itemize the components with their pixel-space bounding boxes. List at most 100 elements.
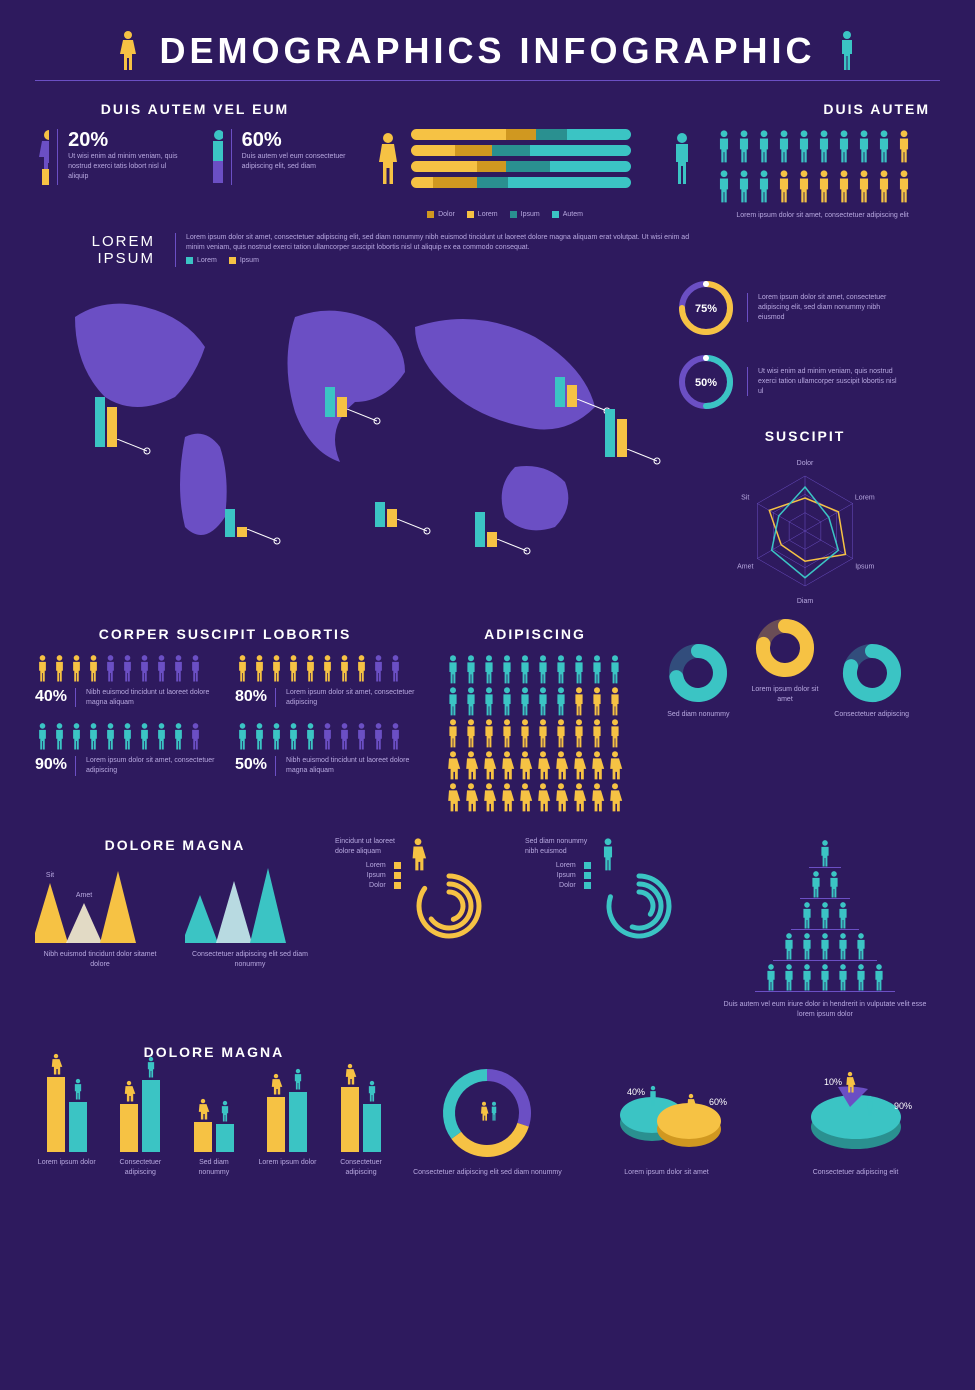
triangles-row: DOLORE MAGNA SitAmetDiamNibh euismod tin… <box>35 837 940 1020</box>
person-icon <box>445 718 461 748</box>
person-icon <box>855 169 873 203</box>
svg-text:40%: 40% <box>627 1087 645 1097</box>
person-icon <box>589 782 605 812</box>
person-icon <box>781 932 797 960</box>
radial-bars-block: Eincidunt ut laoreet dolore aliquam Lore… <box>335 837 695 951</box>
person-icon <box>320 654 335 682</box>
person-icon <box>535 686 551 716</box>
page-title: DEMOGRAPHICS INFOGRAPHIC <box>159 30 815 72</box>
person-icon <box>517 718 533 748</box>
svg-text:Dolor: Dolor <box>797 460 814 467</box>
person-icon <box>144 1056 158 1078</box>
person-icon <box>895 169 913 203</box>
pyramid-row <box>800 868 850 899</box>
triangle-group: SitAmetDiamNibh euismod tincidunt dolor … <box>35 865 165 970</box>
person-icon <box>817 963 833 991</box>
pyramid-row <box>773 930 877 961</box>
person-icon <box>463 782 479 812</box>
person-icon <box>481 750 497 780</box>
person-icon <box>553 782 569 812</box>
person-icon <box>120 654 135 682</box>
person-icon <box>171 722 186 750</box>
person-icon <box>69 654 84 682</box>
person-icon <box>589 654 605 684</box>
person-icon <box>137 722 152 750</box>
corper-block: CORPER SUSCIPIT LOBORTIS 40% Nibh euismo… <box>35 626 415 812</box>
person-icon <box>763 963 779 991</box>
person-icon <box>286 654 301 682</box>
person-icon <box>795 169 813 203</box>
person-icon <box>252 722 267 750</box>
pct-value: 60% <box>242 129 355 152</box>
donut-label: Consectetuer adipiscing elit sed diam no… <box>413 1168 562 1178</box>
stacked-bars-block <box>375 101 695 221</box>
person-icon <box>205 129 223 185</box>
svg-text:75%: 75% <box>695 303 717 315</box>
person-icon <box>320 722 335 750</box>
person-icon <box>853 963 869 991</box>
legend-item: Ipsum <box>229 257 259 264</box>
person-icon <box>196 1098 210 1120</box>
pie2-block: 10% 90% Consectetuer adipiscing elit <box>771 1063 940 1178</box>
person-icon <box>799 901 815 929</box>
svg-text:50%: 50% <box>695 377 717 389</box>
person-icon <box>365 1080 379 1102</box>
svg-text:Ipsum: Ipsum <box>855 563 874 570</box>
corper-item: 90% Lorem ipsum dolor sit amet, consecte… <box>35 722 215 776</box>
person-icon <box>607 654 623 684</box>
pie1-block: 40% 60% Lorem ipsum dolor sit amet <box>582 1063 751 1178</box>
bar-column: Consectetuer adipiscing <box>331 1072 391 1178</box>
person-icon <box>499 654 515 684</box>
bar-column: Lorem ipsum dolor <box>257 1072 317 1178</box>
person-icon <box>607 686 623 716</box>
person-icon <box>871 963 887 991</box>
person-icon <box>875 169 893 203</box>
person-icon <box>817 839 833 867</box>
radar-chart: DolorLoremIpsumDiamAmetSit <box>730 456 880 606</box>
person-icon <box>589 718 605 748</box>
legend-item: Dolor <box>427 211 455 218</box>
legend-item: Lorem <box>186 257 217 264</box>
person-icon <box>517 654 533 684</box>
legend-item: Lorem <box>467 211 498 218</box>
person-icon <box>218 1100 232 1122</box>
person-icon <box>86 654 101 682</box>
svg-text:Diam: Diam <box>797 598 814 605</box>
person-icon <box>875 129 893 163</box>
adipiscing-title: ADIPISCING <box>435 626 635 642</box>
person-icon <box>235 722 250 750</box>
person-icon <box>535 782 551 812</box>
map-bar-group <box>325 387 347 417</box>
person-icon <box>735 169 753 203</box>
person-icon <box>607 750 623 780</box>
person-icon <box>835 129 853 163</box>
triangles-block: DOLORE MAGNA SitAmetDiamNibh euismod tin… <box>35 837 315 970</box>
svg-text:10%: 10% <box>824 1077 842 1087</box>
person-icon <box>481 718 497 748</box>
stacked-bar <box>411 145 631 156</box>
donut-item: Consectetuer adipiscing <box>832 641 912 720</box>
person-icon <box>171 654 186 682</box>
person-icon <box>571 718 587 748</box>
donut-chart: 75% <box>675 277 737 339</box>
person-icon <box>607 782 623 812</box>
person-icon <box>354 654 369 682</box>
person-icon <box>371 654 386 682</box>
ipsum-title: IPSUM <box>35 250 155 267</box>
male-icon <box>669 132 695 190</box>
caption-text: Lorem ipsum dolor sit amet, consectetuer… <box>715 211 930 221</box>
header: DEMOGRAPHICS INFOGRAPHIC <box>35 30 940 72</box>
person-icon <box>286 722 301 750</box>
person-icon <box>535 750 551 780</box>
top-left-title: DUIS AUTEM VEL EUM <box>35 101 355 117</box>
person-icon <box>715 129 733 163</box>
person-icon <box>589 686 605 716</box>
pie2-label: Consectetuer adipiscing elit <box>771 1168 940 1178</box>
desc-text: Ut wisi enim ad minim veniam, quis nostr… <box>68 152 185 181</box>
bottom-donut-block: Consectetuer adipiscing elit sed diam no… <box>413 1063 562 1178</box>
person-icon <box>735 129 753 163</box>
triangle-group: Consectetuer adipiscing elit sed diam no… <box>185 865 315 970</box>
person-icon <box>291 1068 305 1090</box>
three-donuts-block: Sed diam nonummy Lorem ipsum dolor sit a… <box>655 626 915 812</box>
map-bar-group <box>475 512 497 547</box>
